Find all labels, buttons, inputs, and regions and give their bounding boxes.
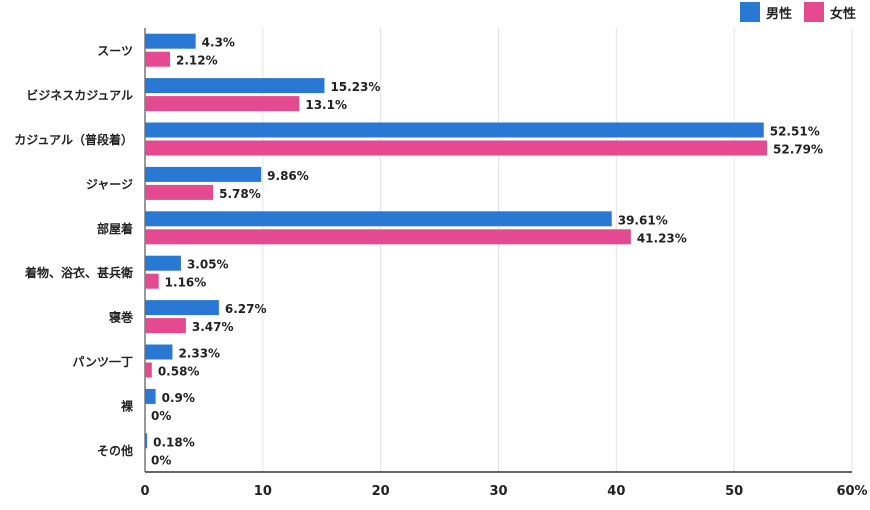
bar-female bbox=[145, 51, 170, 67]
data-label-male: 6.27% bbox=[225, 302, 267, 316]
category-label: ビジネスカジュアル bbox=[26, 88, 133, 103]
legend-item-male: 男性 bbox=[739, 2, 792, 22]
bar-male bbox=[145, 255, 181, 271]
data-label-male: 9.86% bbox=[267, 169, 309, 183]
bar-female bbox=[145, 140, 768, 156]
bar-female bbox=[145, 362, 152, 378]
x-tick-label: 20 bbox=[372, 484, 390, 499]
category-label: 裸 bbox=[121, 398, 134, 413]
data-label-male: 52.51% bbox=[770, 125, 820, 139]
legend-label-male: 男性 bbox=[765, 6, 792, 22]
data-label-female: 0% bbox=[151, 453, 171, 467]
category-label: カジュアル（普段着） bbox=[14, 132, 133, 147]
bar-male bbox=[145, 211, 612, 227]
data-label-female: 0.58% bbox=[158, 365, 200, 379]
legend-item-female: 女性 bbox=[803, 2, 856, 22]
bar-male bbox=[145, 33, 196, 49]
legend: 男性 女性 bbox=[728, 2, 856, 22]
category-label: 寝巻 bbox=[109, 310, 134, 325]
category-label: その他 bbox=[97, 443, 133, 458]
data-label-female: 2.12% bbox=[176, 54, 218, 68]
data-label-male: 4.3% bbox=[202, 36, 235, 50]
data-label-female: 0% bbox=[151, 409, 171, 423]
data-label-female: 1.16% bbox=[165, 276, 207, 290]
legend-swatch-male bbox=[739, 2, 760, 22]
data-label-female: 52.79% bbox=[773, 143, 823, 157]
category-label: 着物、浴衣、甚兵衛 bbox=[24, 265, 133, 280]
bar-male bbox=[145, 433, 148, 449]
data-label-male: 15.23% bbox=[330, 80, 380, 94]
bar-male bbox=[145, 300, 219, 316]
x-tick-label: 50 bbox=[725, 484, 743, 499]
data-label-female: 3.47% bbox=[192, 320, 234, 334]
category-label: 部屋着 bbox=[97, 221, 133, 236]
bar-male bbox=[145, 388, 156, 404]
bar-male bbox=[145, 344, 173, 360]
data-label-male: 39.61% bbox=[618, 213, 668, 227]
bar-female bbox=[145, 229, 631, 245]
data-label-female: 13.1% bbox=[305, 98, 347, 112]
x-tick-label: 60% bbox=[836, 484, 867, 499]
data-label-female: 41.23% bbox=[637, 231, 687, 245]
data-label-male: 0.9% bbox=[162, 391, 195, 405]
bar-female bbox=[145, 318, 186, 334]
data-label-male: 0.18% bbox=[153, 435, 195, 449]
bar-male bbox=[145, 122, 764, 138]
x-tick-label: 30 bbox=[489, 484, 507, 499]
bar-female bbox=[145, 96, 300, 112]
legend-swatch-female bbox=[803, 2, 824, 22]
category-label: パンツ一丁 bbox=[72, 355, 133, 369]
data-label-male: 3.05% bbox=[187, 258, 229, 272]
data-label-female: 5.78% bbox=[219, 187, 261, 201]
category-label: ジャージ bbox=[86, 177, 133, 191]
x-tick-label: 10 bbox=[254, 484, 272, 499]
category-label: スーツ bbox=[97, 44, 133, 58]
x-tick-label: 40 bbox=[607, 484, 625, 499]
data-label-male: 2.33% bbox=[178, 347, 220, 361]
bar-male bbox=[145, 166, 262, 182]
bar-male bbox=[145, 78, 325, 94]
bar-female bbox=[145, 184, 214, 200]
bar-female bbox=[145, 273, 159, 289]
legend-label-female: 女性 bbox=[829, 6, 856, 22]
x-tick-label: 0 bbox=[140, 484, 149, 499]
